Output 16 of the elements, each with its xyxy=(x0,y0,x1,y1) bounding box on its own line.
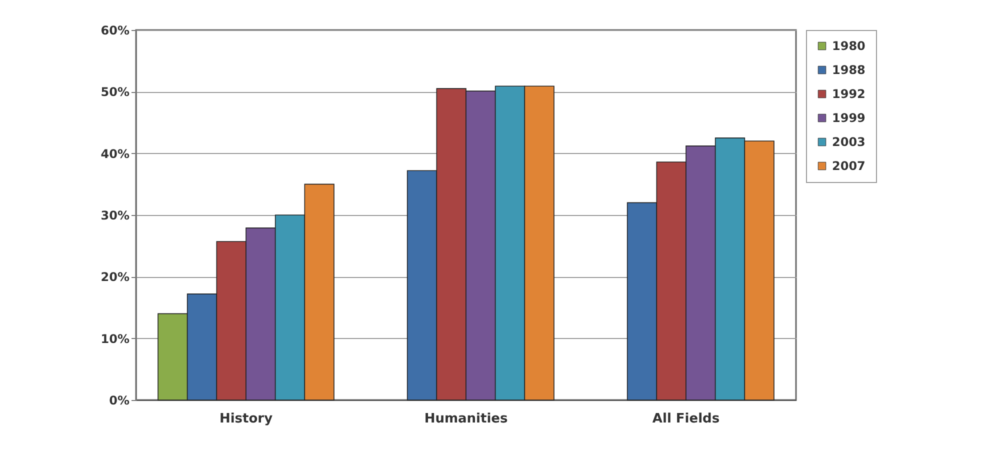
y-tick-label: 20% xyxy=(100,270,130,284)
y-tick-label: 30% xyxy=(100,208,130,222)
legend-label: 1999 xyxy=(832,111,866,125)
legend-label: 1988 xyxy=(832,63,866,77)
y-tick-label: 50% xyxy=(100,85,130,100)
x-tick-label: All Fields xyxy=(652,412,720,426)
legend-label: 1980 xyxy=(832,39,866,53)
x-tick-label: Humanities xyxy=(424,412,508,426)
x-tick-label: History xyxy=(219,412,274,426)
legend-label: 2003 xyxy=(832,135,866,149)
legend-label: 1992 xyxy=(832,87,866,101)
legend-label: 2007 xyxy=(832,159,866,173)
y-tick-label: 10% xyxy=(100,332,130,346)
y-tick-label: 60% xyxy=(100,24,130,38)
y-tick-label: 0% xyxy=(109,394,130,408)
y-tick-label: 40% xyxy=(100,146,130,161)
